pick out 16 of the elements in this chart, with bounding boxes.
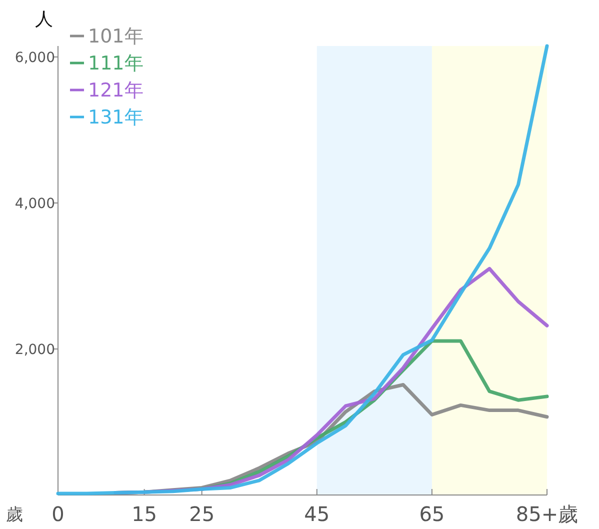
x-tick-label: 15 [132, 502, 158, 526]
x-tick-label: 25 [189, 502, 215, 526]
legend-label: 121年 [88, 80, 144, 102]
x-tick-label: 85+歲 [516, 502, 578, 526]
y-tick-label: 4,000 [14, 196, 55, 212]
x-tick-label: 65 [419, 502, 445, 526]
x-tick-label: 0 [52, 502, 64, 526]
x-tick-label: 45 [304, 502, 330, 526]
legend-label: 131年 [88, 106, 144, 129]
line-series [56, 44, 549, 496]
y-tick-label: 6,000 [14, 50, 55, 66]
legend-label: 101年 [88, 26, 144, 48]
y-axis-title: 人 [35, 9, 53, 30]
legend-label: 111年 [88, 52, 144, 75]
y-tick-label: 2,000 [14, 342, 55, 358]
x-axis-title: 歲 [6, 505, 23, 525]
